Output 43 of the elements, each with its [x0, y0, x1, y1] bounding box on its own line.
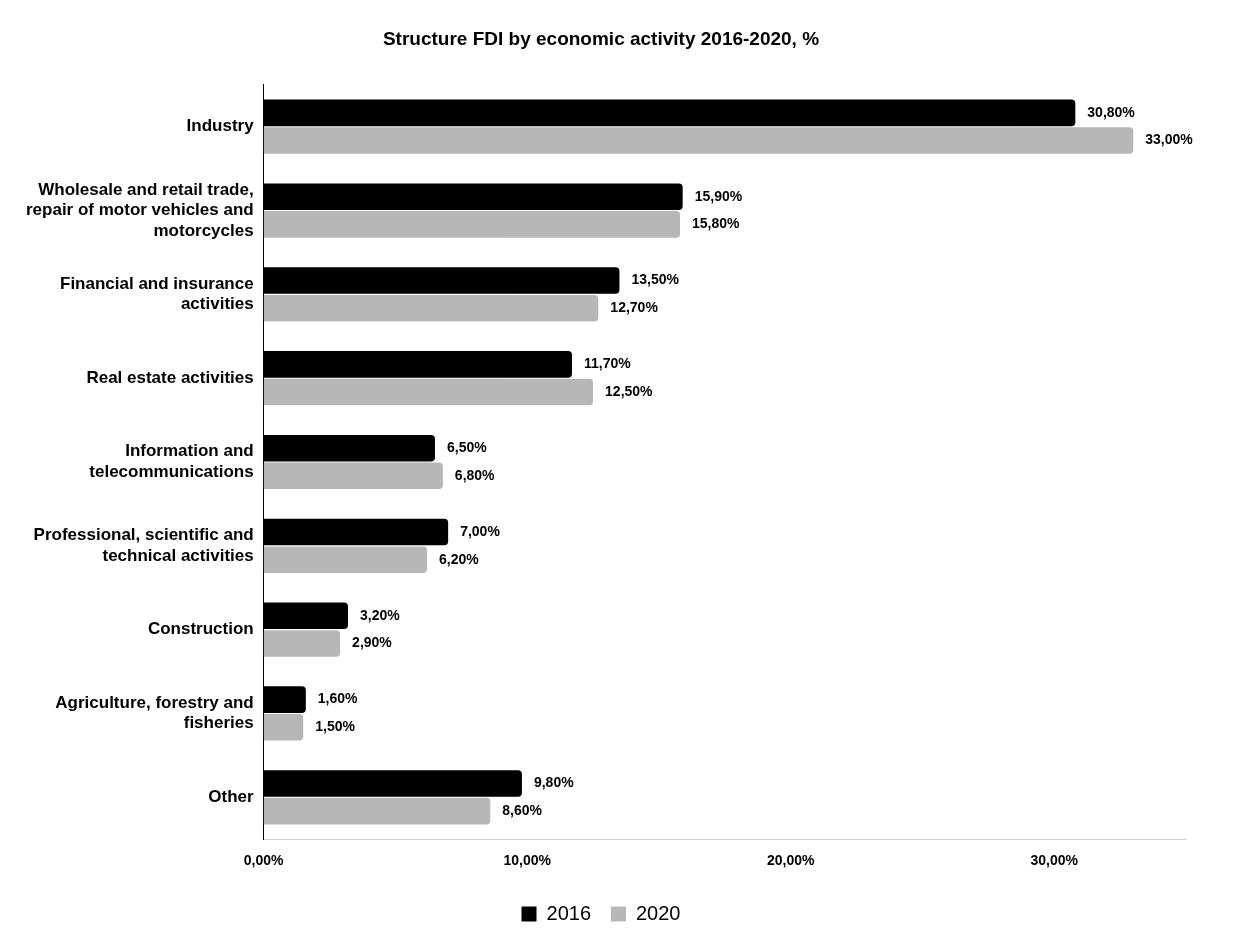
data-label: 9,80% [533, 774, 575, 791]
bar [263, 797, 491, 825]
data-label: 2,90% [352, 634, 393, 651]
legend-label: 2020 [636, 901, 681, 924]
y-tick-label: Construction [147, 619, 254, 639]
data-label: 30,80% [1087, 103, 1136, 120]
y-tick-label: Agriculture, forestry and fisheries [55, 692, 254, 733]
data-label: 11,70% [583, 355, 632, 372]
data-label: 8,60% [502, 801, 543, 818]
legend-label: 2016 [546, 901, 592, 924]
bar [263, 714, 304, 741]
data-label: 15,80% [692, 215, 741, 232]
data-label: 1,50% [315, 718, 356, 735]
data-label: 3,20% [360, 606, 401, 623]
y-tick-label: Information and telecommunications [89, 441, 254, 481]
x-tick-label: 30,00% [1030, 852, 1079, 869]
bar [263, 127, 1134, 154]
bar [263, 211, 681, 238]
bar [263, 630, 341, 657]
data-label: 7,00% [460, 522, 501, 539]
x-tick-label: 0,00% [243, 852, 285, 869]
y-tick-label: Industry [186, 116, 255, 136]
data-label: 15,90% [694, 187, 743, 204]
data-label: 6,80% [454, 466, 496, 483]
data-label: 13,50% [631, 271, 680, 288]
data-label: 33,00% [1145, 131, 1194, 148]
y-tick-label: Real estate activities [86, 367, 254, 387]
data-label: 12,70% [610, 299, 659, 316]
bar [263, 378, 594, 406]
y-tick-label: Wholesale and retail trade, repair of motor vehicles and motorcycles [25, 179, 254, 240]
x-tick-label: 20,00% [766, 852, 816, 869]
bar [263, 462, 443, 490]
x-tick-label: 10,00% [503, 852, 552, 869]
data-label: 1,60% [317, 690, 359, 707]
bar [263, 294, 599, 322]
y-tick-label: Professional, scientific and technical activities [33, 525, 254, 565]
y-tick-label: Financial and insurance activities [60, 273, 254, 314]
y-tick-label: Other [208, 786, 255, 806]
bar [263, 546, 428, 573]
data-label: 12,50% [605, 382, 654, 399]
data-label: 6,50% [446, 439, 488, 456]
data-label: 6,20% [439, 550, 480, 567]
chart-title: Structure FDI by economic activity 2016-2020, % [382, 27, 820, 49]
